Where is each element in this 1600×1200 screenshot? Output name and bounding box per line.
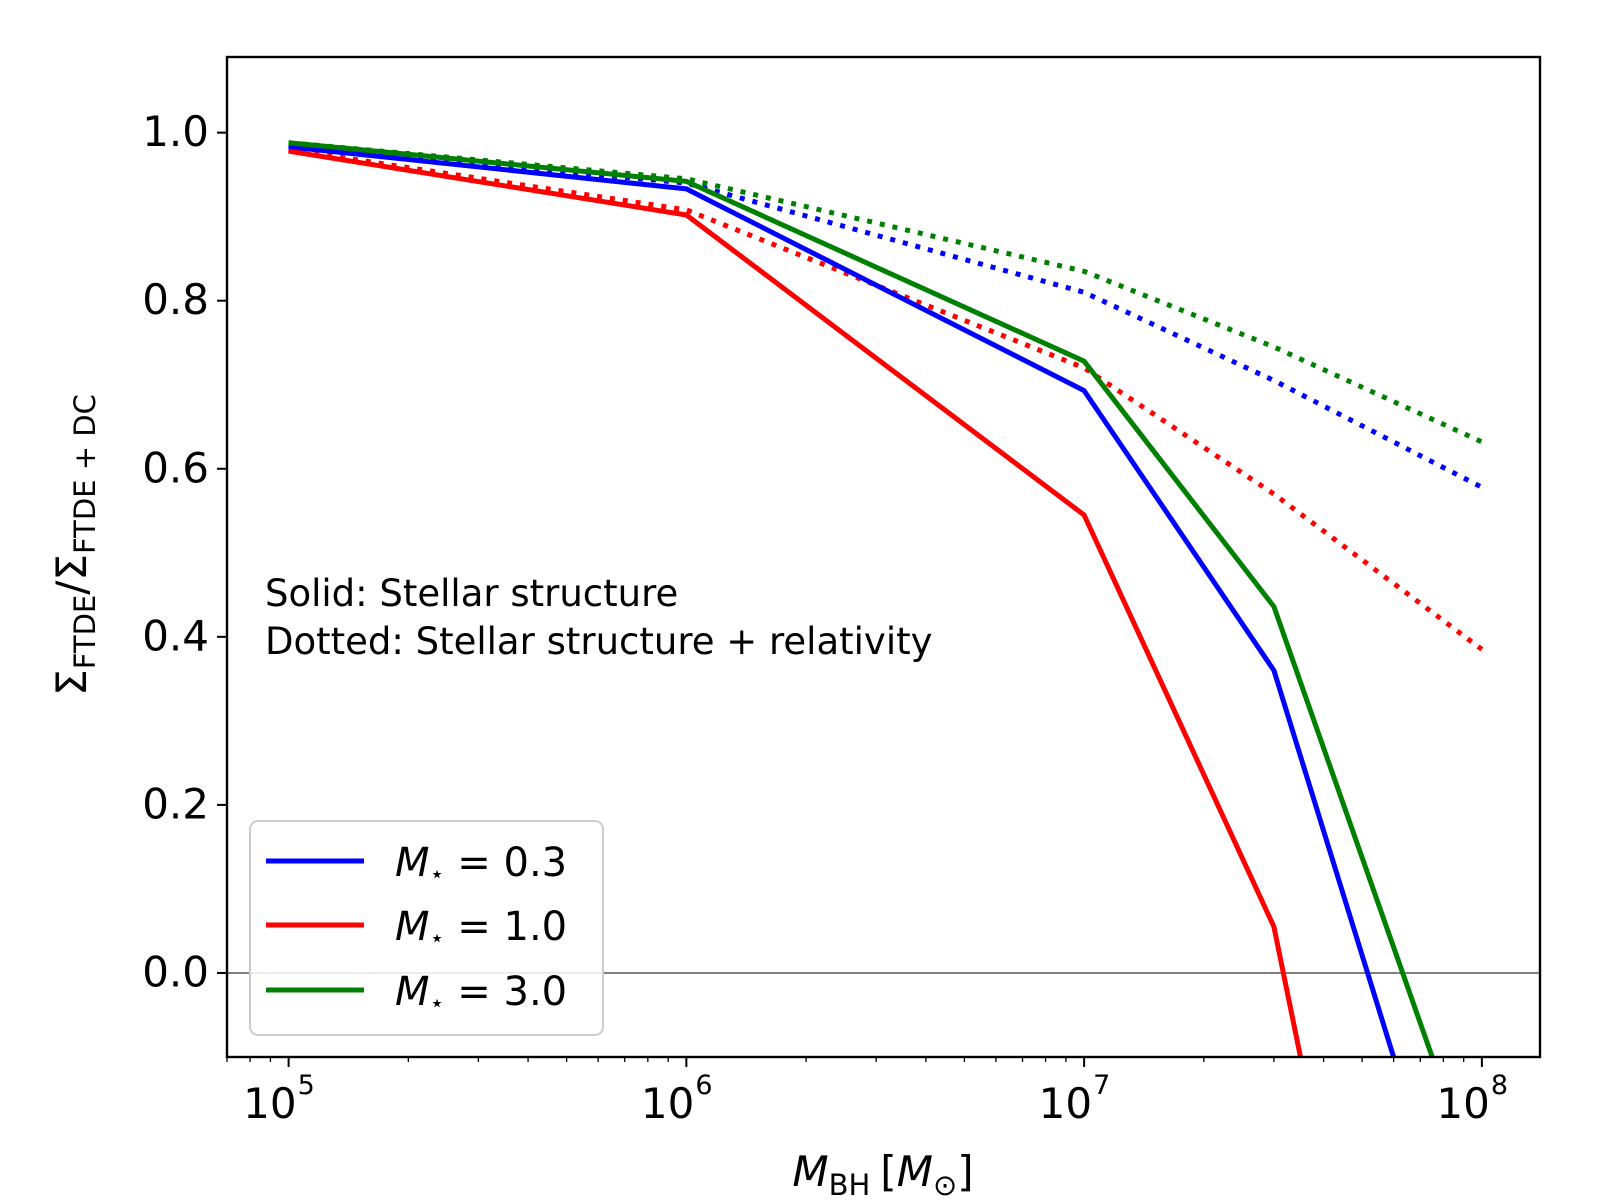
y-tick-label: 0.4 [142,611,209,660]
annotation-solid: Solid: Stellar structure [265,572,678,615]
legend-entry: M⋆ = 0.3 [266,840,567,888]
legend-entry: M⋆ = 1.0 [266,904,567,952]
legend-entry: M⋆ = 3.0 [266,969,567,1017]
series-line-dotted-5 [288,140,1483,445]
x-tick-label: 10 7 [1039,1070,1111,1128]
y-axis-label: ΣFTDE/ΣFTDE + DC [47,394,102,696]
axis-major-ticks [217,131,1483,1067]
legend-label-value: = 3.0 [445,969,568,1015]
y-axis-label-sigma: Σ [47,669,96,696]
series-line-solid-2 [288,140,1435,1057]
y-tick-label: 1.0 [142,107,209,156]
legend-box [249,820,604,1036]
legend-label-value: = 0.3 [445,840,568,886]
x-axis-label-unit: M [897,1147,933,1196]
x-tick-labels: 10 5 10 6 10 7 10 8 [243,1070,1508,1128]
legend-label-symbol: M [395,840,430,886]
legend-label: M⋆ = 1.0 [395,904,567,952]
legend-label-subscript: ⋆ [430,989,445,1017]
y-axis-label-subscript: FTDE [68,595,102,670]
legend-label: M⋆ = 3.0 [395,969,567,1017]
x-tick-label: 10 8 [1436,1070,1508,1128]
y-axis-label-slash: / [47,580,96,595]
x-tick-label: 10 6 [641,1070,713,1128]
x-axis-label-close-bracket: ] [957,1147,973,1196]
series-line-solid-1 [288,148,1303,1057]
legend-label-symbol: M [395,969,430,1015]
legend-label-symbol: M [395,904,430,950]
x-tick-exponent: 6 [695,1070,712,1101]
y-tick-labels: 0.0 0.2 0.4 0.6 0.8 1.0 [142,107,209,996]
x-tick-base: 10 [1436,1079,1489,1128]
annotation-dotted: Dotted: Stellar structure + relativity [265,620,933,663]
y-tick-label: 0.2 [142,779,209,828]
plot-frame [225,55,1542,1059]
x-axis-label-unit-subscript: ⊙ [933,1168,957,1200]
y-tick-label: 0.6 [142,443,209,492]
x-tick-label: 10 5 [243,1070,315,1128]
x-tick-exponent: 5 [298,1070,315,1101]
x-axis-label: MBH [M⊙] [792,1147,973,1200]
x-tick-exponent: 8 [1491,1070,1508,1101]
series-line-solid-0 [288,144,1396,1057]
y-tick-label: 0.0 [142,947,209,996]
legend-label-value: = 1.0 [445,904,568,950]
legend-label-subscript: ⋆ [430,924,445,952]
x-axis-label-open-bracket: [ [880,1147,896,1196]
y-axis-label-sigma-den: Σ [47,554,96,581]
legend: M⋆ = 0.3 M⋆ = 1.0 M⋆ = 3.0 [249,820,604,1036]
x-axis-label-subscript: BH [829,1168,871,1200]
legend-label-subscript: ⋆ [430,860,445,888]
x-tick-exponent: 7 [1093,1070,1110,1101]
x-tick-base: 10 [243,1079,296,1128]
y-axis-label-den-subscript: FTDE + DC [68,394,102,554]
x-tick-base: 10 [641,1079,694,1128]
y-tick-label: 0.8 [142,275,209,324]
series-line-dotted-4 [288,146,1484,652]
x-tick-base: 10 [1039,1079,1092,1128]
x-axis-label-symbol: M [792,1147,828,1196]
series-group [288,140,1484,1057]
legend-label: M⋆ = 0.3 [395,840,567,888]
